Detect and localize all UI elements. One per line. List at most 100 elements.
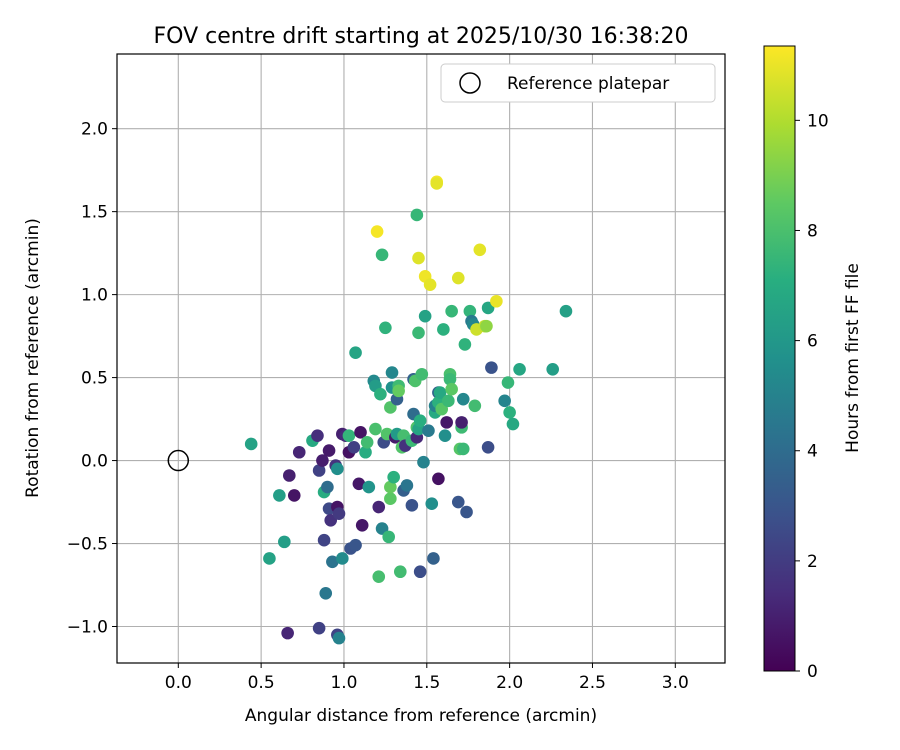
data-point — [393, 565, 407, 579]
data-point — [417, 455, 430, 469]
data-point — [442, 394, 455, 408]
data-point — [385, 366, 399, 379]
data-point — [370, 225, 384, 238]
data-point — [349, 538, 362, 552]
data-point — [463, 304, 477, 318]
data-point — [278, 535, 291, 549]
data-point — [384, 492, 397, 506]
data-point — [384, 480, 397, 494]
data-point — [473, 243, 487, 257]
data-point — [412, 251, 425, 265]
data-point — [437, 323, 450, 336]
data-point — [501, 376, 515, 389]
data-point — [382, 530, 395, 544]
data-point — [451, 271, 465, 285]
data-point — [425, 497, 439, 510]
data-point — [263, 552, 276, 565]
data-point — [349, 346, 362, 359]
colorbar-gradient — [763, 45, 796, 672]
colorbar-label: Hours from first FF file — [843, 263, 863, 453]
data-point — [369, 422, 382, 436]
data-point — [312, 621, 326, 635]
data-point — [413, 565, 427, 579]
data-point — [244, 437, 258, 451]
data-point — [559, 304, 573, 318]
data-point — [415, 367, 429, 381]
data-point — [503, 406, 516, 419]
data-point — [481, 440, 495, 454]
colorbar-tick-label: 0 — [807, 662, 818, 682]
data-point — [490, 294, 503, 308]
data-point — [430, 177, 444, 190]
x-tick-label: 0.0 — [165, 673, 192, 693]
data-point — [433, 386, 447, 399]
data-point — [355, 518, 369, 532]
data-point — [392, 384, 405, 398]
data-point — [292, 445, 306, 459]
data-points — [167, 175, 573, 645]
data-point — [455, 416, 468, 429]
data-point — [432, 472, 445, 486]
data-point — [498, 394, 511, 408]
data-point — [410, 208, 424, 222]
plot-frame — [116, 53, 726, 664]
y-tick-label: 0.5 — [81, 369, 108, 389]
x-axis-label: Angular distance from reference (arcmin) — [245, 706, 597, 726]
y-axis-label: Rotation from reference (arcmin) — [23, 218, 43, 498]
data-point — [443, 372, 457, 386]
data-point — [312, 464, 326, 477]
data-point — [331, 462, 344, 476]
x-tick-label: 3.0 — [662, 673, 689, 693]
data-point — [440, 416, 453, 429]
x-tick-label: 2.0 — [496, 673, 523, 693]
colorbar: 0 2 4 6 8 10 Hours from first FF file — [763, 45, 863, 682]
data-point — [400, 479, 414, 492]
data-point — [451, 495, 465, 509]
colorbar-tick-label: 6 — [807, 332, 818, 352]
colorbar-tick-label: 8 — [807, 221, 818, 241]
data-point — [379, 321, 392, 335]
colorbar-ticks: 0 2 4 6 8 10 — [795, 111, 829, 682]
data-point — [360, 435, 374, 449]
data-point — [405, 499, 419, 512]
y-tick-label: 1.5 — [81, 203, 108, 223]
data-point — [438, 429, 452, 442]
y-tick-label: −0.5 — [67, 535, 108, 555]
data-point — [513, 362, 526, 376]
data-point — [372, 500, 386, 514]
data-point — [311, 429, 324, 442]
data-point — [352, 477, 366, 491]
data-point — [287, 489, 301, 502]
data-point — [347, 440, 361, 454]
data-point — [326, 555, 339, 569]
axis-ticks: 0.0 0.5 1.0 1.5 2.0 2.5 3.0 −1.0 −0.5 0.0 0.5 1.0 1.… — [67, 120, 689, 693]
data-point — [387, 470, 400, 484]
y-tick-label: 0.0 — [81, 452, 108, 472]
data-point — [480, 319, 493, 333]
reference-marker-icon — [459, 72, 481, 94]
data-point — [546, 362, 560, 376]
data-point — [445, 382, 458, 396]
y-tick-label: 2.0 — [81, 120, 108, 140]
data-point — [422, 424, 435, 437]
data-point — [468, 399, 482, 413]
data-point — [418, 309, 432, 323]
y-tick-label: −1.0 — [67, 617, 108, 637]
data-point — [427, 552, 440, 565]
data-point — [336, 552, 349, 565]
data-point — [273, 489, 286, 502]
data-point — [458, 338, 472, 351]
x-tick-label: 2.5 — [579, 673, 606, 693]
data-point — [332, 507, 346, 520]
reference-point-marker — [167, 449, 190, 472]
data-point — [412, 326, 425, 340]
data-point — [506, 417, 520, 431]
data-point — [362, 480, 376, 494]
data-point — [354, 426, 367, 439]
y-tick-label: 1.0 — [81, 286, 108, 306]
colorbar-tick-label: 2 — [807, 552, 818, 572]
data-point — [322, 444, 336, 457]
colorbar-tick-label: 10 — [807, 111, 829, 131]
legend: Reference platepar — [440, 63, 716, 103]
